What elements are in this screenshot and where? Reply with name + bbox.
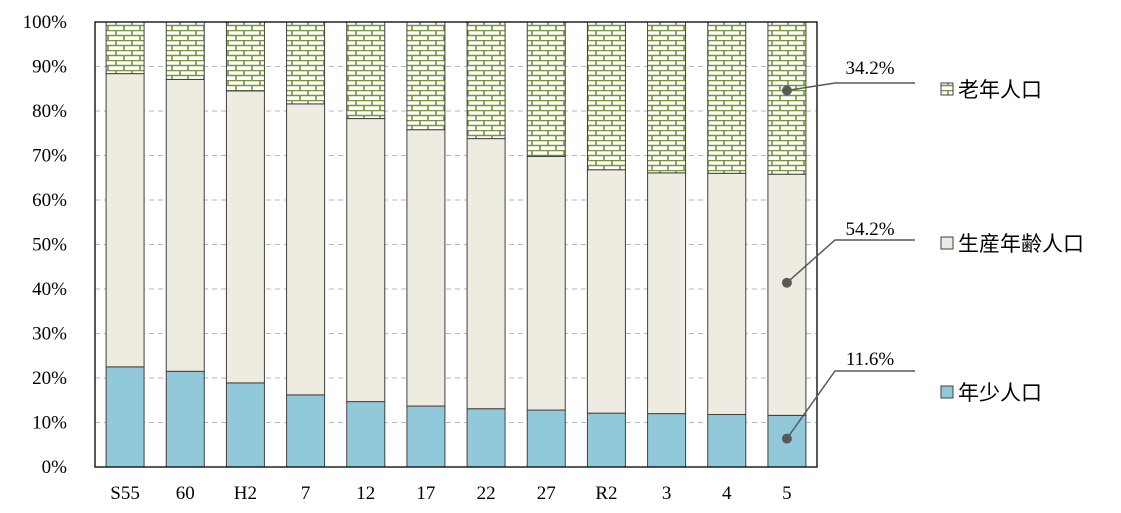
bar-segment [767,21,807,175]
bar-segment [346,118,386,403]
x-tick-label: S55 [110,483,140,504]
bar-segment [586,412,626,468]
legend-label: 老年人口 [958,78,1042,102]
bar-segment [767,173,807,416]
x-tick-label: 22 [477,483,496,504]
annotation-leader-line [786,370,915,440]
x-tick-label: 7 [301,483,311,504]
bar-segment [225,21,265,92]
legend-label: 年少人口 [958,381,1042,405]
bar-segment [526,21,566,157]
annotation-marker [781,433,792,444]
bar-segment [406,405,446,468]
annotation-label: 11.6% [846,349,895,370]
legend-swatch [940,236,954,250]
bar-segment [647,413,687,468]
y-tick-label: 100% [23,12,68,33]
y-tick-label: 90% [32,57,67,78]
bar-segment [526,409,566,468]
gridlines [95,66,817,423]
annotation-label: 34.2% [845,58,894,79]
bar-segment [466,138,506,410]
y-tick-label: 10% [32,413,67,434]
annotation-leader-line [786,239,915,284]
bar-segment [165,370,205,468]
bar-segment [586,21,626,171]
y-tick-label: 40% [32,279,67,300]
bar-segment [286,394,326,468]
bar-segment [406,21,446,131]
x-tick-label: H2 [234,483,257,504]
bar-segment [466,21,506,140]
annotation-leader-line [786,82,915,92]
bar-segment [406,129,446,407]
annotation-marker [781,85,792,96]
y-tick-label: 60% [32,190,67,211]
y-tick-label: 30% [32,324,67,345]
annotation-label: 54.2% [845,219,894,240]
bar-segment [707,21,747,174]
x-tick-label: 3 [662,483,672,504]
axes: 0% 10% 20% 30% 40% 50% 60% 70% 80% 90% 100% S55 60 H2… [23,12,818,504]
bar-segment [105,21,145,75]
plot-area-border [94,21,818,468]
bar-segment [165,78,205,372]
y-tick-label: 20% [32,368,67,389]
bar-segment [707,172,747,415]
x-tick-label: 5 [782,483,792,504]
y-tick-label: 50% [32,235,67,256]
bar-segment [225,382,265,468]
legend-swatch [940,385,954,399]
bar-segment [647,21,687,174]
bar-segment [165,21,205,80]
bar-segment [586,169,626,414]
bar-segment [526,155,566,411]
bar-segment [346,401,386,468]
y-tick-label: 80% [32,101,67,122]
bars [105,21,807,468]
y-tick-label: 70% [32,146,67,167]
annotations: 34.2% 54.2% 11.6% [781,58,915,444]
x-tick-label: 4 [722,483,732,504]
bar-segment [105,366,145,468]
bar-segment [286,103,326,396]
bar-segment [286,21,326,105]
bar-segment [346,21,386,120]
y-tick-label: 0% [42,457,68,478]
annotation-marker [781,277,792,288]
x-tick-label: 60 [176,483,195,504]
bar-segment [647,172,687,415]
x-tick-label: 12 [356,483,375,504]
legend-label: 生産年齢人口 [958,232,1084,256]
bar-segment [225,90,265,384]
x-tick-label: 27 [537,483,556,504]
bar-segment [466,408,506,468]
x-tick-label: 17 [416,483,435,504]
x-tick-label: R2 [595,483,617,504]
legend-swatch [940,82,954,96]
bar-segment [707,413,747,468]
bar-segment [105,73,145,368]
